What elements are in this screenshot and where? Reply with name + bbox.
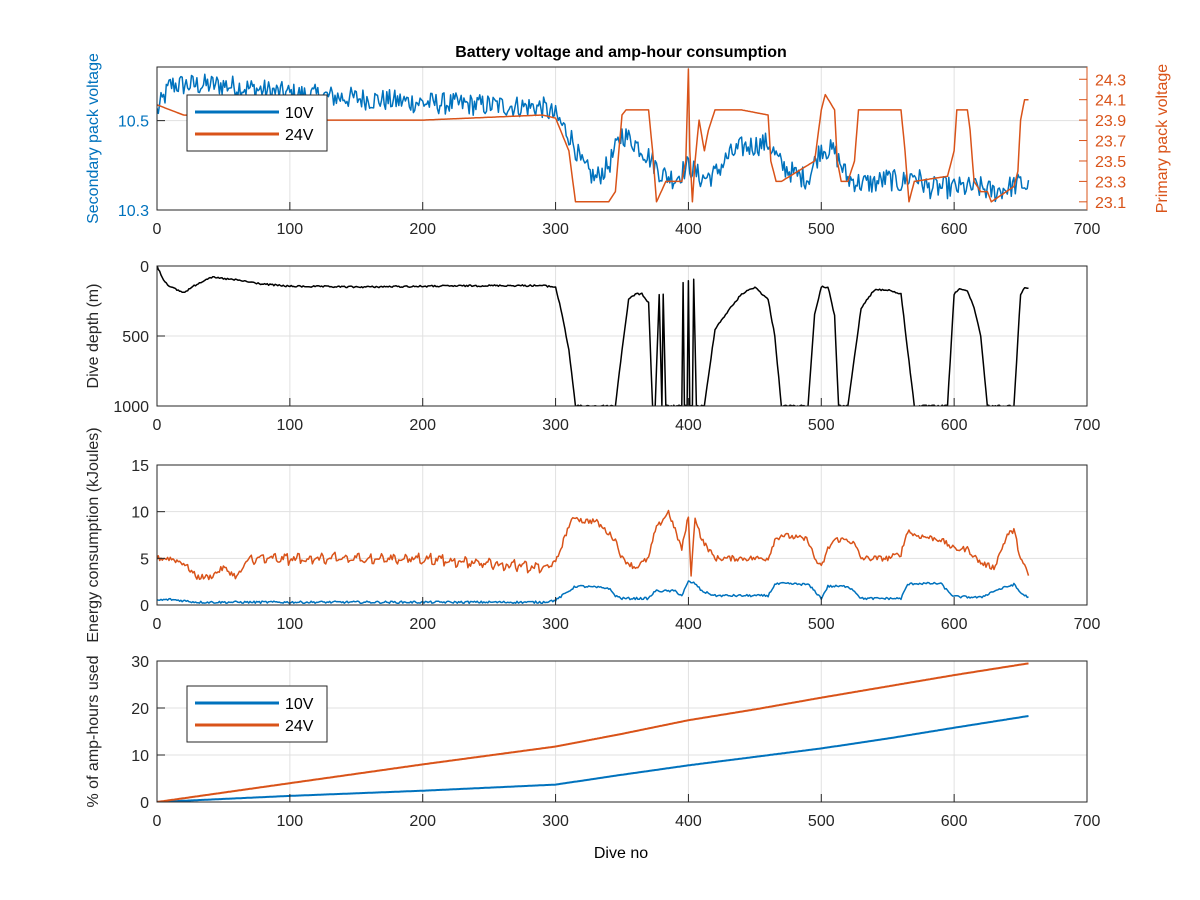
series-line-depth bbox=[157, 266, 1029, 406]
y-tick-label: 500 bbox=[122, 329, 149, 346]
x-tick-label: 300 bbox=[542, 417, 569, 434]
x-tick-label: 300 bbox=[542, 813, 569, 830]
y-tick-label: 10.3 bbox=[118, 203, 149, 220]
x-tick-label: 100 bbox=[277, 221, 304, 238]
x-tick-label: 0 bbox=[153, 813, 162, 830]
legend-box bbox=[186, 685, 328, 743]
figure-title: Battery voltage and amp-hour consumption bbox=[455, 44, 787, 61]
x-tick-label: 400 bbox=[675, 417, 702, 434]
legend-label-24v: 24V bbox=[285, 718, 314, 735]
x-tick-label: 100 bbox=[277, 616, 304, 633]
x-tick-label: 0 bbox=[153, 417, 162, 434]
y-axis-label: % of amp-hours used bbox=[85, 655, 102, 807]
panel-amphours: 0 100 200 300 400 500 600 700 0 10 20 30 % of amp-ho… bbox=[85, 654, 1100, 830]
y-tick-label: 0 bbox=[140, 259, 149, 276]
legend-box bbox=[186, 94, 328, 152]
x-axis-label: Dive no bbox=[594, 845, 648, 862]
x-tick-label: 500 bbox=[808, 813, 835, 830]
y-tick-label: 30 bbox=[131, 654, 149, 671]
axes-frame bbox=[156, 660, 1088, 803]
x-tick-label: 0 bbox=[153, 221, 162, 238]
x-tick-label: 500 bbox=[808, 616, 835, 633]
x-tick-label: 100 bbox=[277, 417, 304, 434]
x-tick-label: 600 bbox=[941, 221, 968, 238]
series-group bbox=[157, 509, 1030, 605]
legend-label-24v: 24V bbox=[285, 127, 314, 144]
x-tick-label: 200 bbox=[409, 417, 436, 434]
legend-label-10v: 10V bbox=[285, 696, 314, 713]
y-right-tick-label: 23.1 bbox=[1095, 195, 1126, 212]
x-tick-label: 700 bbox=[1074, 813, 1101, 830]
x-tick-label: 700 bbox=[1074, 221, 1101, 238]
x-tick-label: 200 bbox=[409, 813, 436, 830]
y-tick-label: 10.5 bbox=[118, 114, 149, 131]
x-tick-label: 600 bbox=[941, 616, 968, 633]
y-right-tick-label: 24.1 bbox=[1095, 93, 1126, 110]
y-tick-label: 20 bbox=[131, 701, 149, 718]
panel-voltage: 0 100 200 300 400 500 600 700 10.3 10.5 23.1 23.3 23… bbox=[85, 53, 1171, 238]
y-axis-label: Dive depth (m) bbox=[85, 284, 102, 389]
x-tick-label: 400 bbox=[675, 221, 702, 238]
panel-energy: 0 100 200 300 400 500 600 700 0 5 10 15 Energy consu… bbox=[85, 427, 1100, 642]
y-tick-label: 15 bbox=[131, 458, 149, 475]
y-right-tick-label: 23.7 bbox=[1095, 134, 1126, 151]
x-tick-label: 700 bbox=[1074, 616, 1101, 633]
y-right-axis-label: Primary pack voltage bbox=[1154, 64, 1171, 213]
x-tick-label: 0 bbox=[153, 616, 162, 633]
y-axis-label: Energy consumption (kJoules) bbox=[85, 427, 102, 642]
y-right-tick-label: 23.5 bbox=[1095, 154, 1126, 171]
x-tick-label: 400 bbox=[675, 813, 702, 830]
y-tick-label: 1000 bbox=[113, 399, 149, 416]
y-right-tick-label: 23.3 bbox=[1095, 174, 1126, 191]
x-tick-label: 300 bbox=[542, 221, 569, 238]
y-tick-label: 5 bbox=[140, 551, 149, 568]
series-line-24v bbox=[157, 509, 1030, 581]
y-tick-label: 0 bbox=[140, 598, 149, 615]
x-tick-label: 200 bbox=[409, 616, 436, 633]
panel-depth: 0 100 200 300 400 500 600 700 0 500 1000 Dive depth… bbox=[85, 259, 1100, 434]
series-group bbox=[157, 266, 1029, 406]
x-tick-label: 500 bbox=[808, 221, 835, 238]
axes-frame bbox=[156, 464, 1088, 606]
x-tick-label: 700 bbox=[1074, 417, 1101, 434]
series-group bbox=[157, 662, 1029, 802]
x-tick-label: 500 bbox=[808, 417, 835, 434]
series-line-10v bbox=[157, 580, 1029, 605]
y-tick-label: 0 bbox=[140, 795, 149, 812]
series-line-10v bbox=[157, 73, 1030, 203]
y-right-tick-label: 24.3 bbox=[1095, 72, 1126, 89]
series-line-10v bbox=[157, 715, 1029, 802]
x-tick-label: 200 bbox=[409, 221, 436, 238]
y-right-tick-label: 23.9 bbox=[1095, 113, 1126, 130]
y-axis-label: Secondary pack voltage bbox=[85, 53, 102, 224]
series-line-24v bbox=[157, 662, 1029, 802]
legend-label-10v: 10V bbox=[285, 105, 314, 122]
x-tick-label: 300 bbox=[542, 616, 569, 633]
x-tick-label: 100 bbox=[277, 813, 304, 830]
x-tick-label: 600 bbox=[941, 417, 968, 434]
panels: 0 100 200 300 400 500 600 70010.310.523.123.323… bbox=[85, 53, 1171, 830]
y-tick-label: 10 bbox=[131, 505, 149, 522]
y-tick-label: 10 bbox=[131, 748, 149, 765]
x-tick-label: 400 bbox=[675, 616, 702, 633]
x-tick-label: 600 bbox=[941, 813, 968, 830]
